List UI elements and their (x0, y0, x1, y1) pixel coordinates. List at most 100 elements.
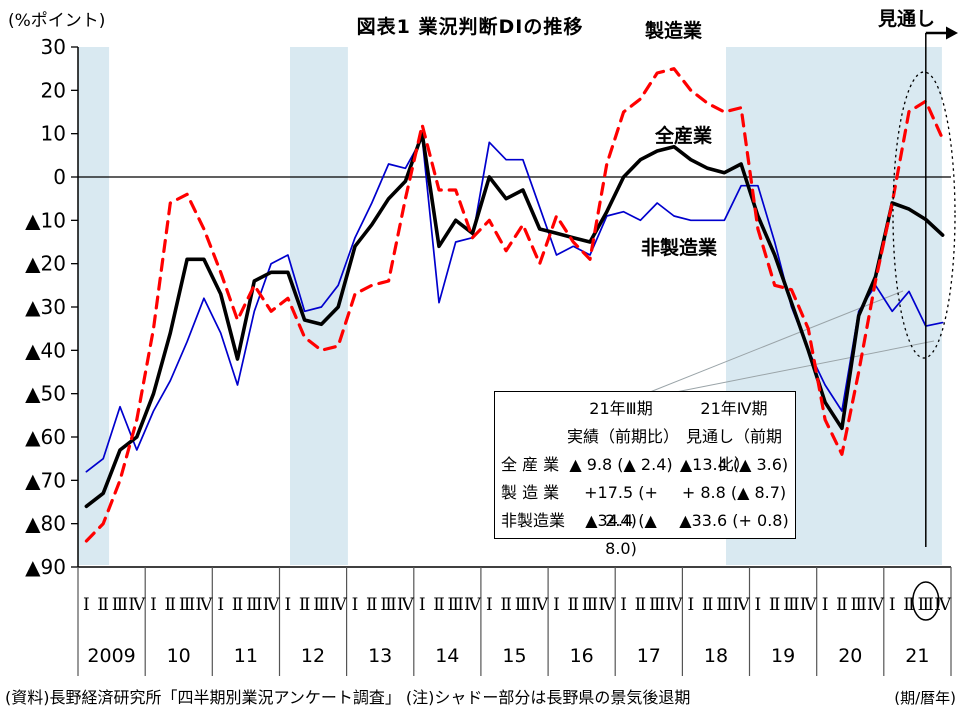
year-tick-label: 20 (838, 645, 862, 667)
y-tick-label: ▲90 (25, 555, 66, 579)
quarter-tick-label: Ⅰ (285, 595, 292, 615)
quarter-tick-label: Ⅰ (150, 595, 157, 615)
series-manufacturing (84, 67, 945, 543)
quarter-tick-label: Ⅳ (128, 595, 146, 615)
quarter-tick-label: Ⅱ (232, 595, 244, 615)
table-row: 全 産 業 ▲ 9.8 (▲ 2.4) ▲13.4 (▲ 3.6) (495, 451, 795, 479)
quarter-tick-label: Ⅳ (800, 595, 818, 615)
forecast-value: ▲13.4 (▲ 3.6) (679, 455, 789, 474)
year-tick-label: 17 (637, 645, 661, 667)
year-tick-label: 18 (704, 645, 728, 667)
y-tick-label: ▲80 (25, 512, 66, 536)
series-label-all-industry: 全産業 (655, 125, 713, 147)
year-tick-label: 16 (570, 645, 594, 667)
quarter-tick-label: Ⅲ (716, 595, 732, 615)
period-q4-header: 21年Ⅳ期 (700, 399, 768, 418)
quarter-tick-label: Ⅲ (112, 595, 128, 615)
y-tick-label: 30 (41, 35, 66, 59)
year-tick-label: 10 (167, 645, 191, 667)
quarter-tick-label: Ⅲ (850, 595, 866, 615)
actual-value: +17.5 (+ 2.4) (584, 483, 658, 530)
y-tick-label: 0 (53, 165, 66, 189)
year-tick-label: 19 (771, 645, 795, 667)
quarter-tick-label: Ⅲ (649, 595, 665, 615)
y-tick-label: ▲60 (25, 425, 66, 449)
y-tick-label: ▲10 (25, 208, 66, 232)
quarter-tick-label: Ⅱ (568, 595, 580, 615)
quarter-tick-label: Ⅱ (97, 595, 109, 615)
row-label: 非製造業 (501, 511, 566, 530)
summary-table: 21年Ⅲ期 21年Ⅳ期 実績（前期比） 見通し（前期比） 全 産 業 ▲ 9.8… (494, 391, 796, 558)
quarter-tick-label: Ⅰ (419, 595, 426, 615)
quarter-tick-label: Ⅲ (246, 595, 262, 615)
y-tick-label: ▲20 (25, 252, 66, 276)
y-tick-label: ▲30 (25, 295, 66, 319)
quarter-tick-label: Ⅱ (635, 595, 647, 615)
quarter-tick-label: Ⅲ (179, 595, 195, 615)
series-label-manufacturing: 製造業 (645, 20, 703, 42)
row-label: 全 産 業 (501, 455, 560, 474)
quarter-tick-label: Ⅲ (515, 595, 531, 615)
quarter-tick-label: Ⅳ (867, 595, 885, 615)
source-note: (資料)長野経済研究所「四半期別業況アンケート調査」 (注)シャドー部分は長野県… (5, 688, 691, 707)
quarter-tick-label: Ⅳ (263, 595, 281, 615)
recession-band (78, 47, 110, 565)
circled-quarter-marker (912, 581, 940, 621)
quarter-tick-label: Ⅰ (755, 595, 762, 615)
quarter-tick-label: Ⅳ (330, 595, 348, 615)
quarter-tick-label: Ⅳ (598, 595, 616, 615)
row-label: 製 造 業 (501, 483, 560, 502)
quarter-tick-label: Ⅰ (553, 595, 560, 615)
quarter-tick-label: Ⅳ (397, 595, 415, 615)
series-all-industry (84, 131, 945, 509)
quarter-tick-label: Ⅱ (299, 595, 311, 615)
year-tick-label: 2009 (87, 645, 135, 667)
quarter-tick-label: Ⅳ (531, 595, 549, 615)
quarter-tick-label: Ⅲ (313, 595, 329, 615)
actual-value: ▲34.4 (▲ 8.0) (585, 511, 657, 558)
quarter-tick-label: Ⅲ (783, 595, 799, 615)
quarter-tick-label: Ⅰ (687, 595, 694, 615)
forecast-value: ▲33.6 (+ 0.8) (679, 511, 789, 530)
quarter-tick-label: Ⅰ (620, 595, 627, 615)
quarter-tick-label: Ⅰ (352, 595, 359, 615)
quarter-tick-label: Ⅱ (433, 595, 445, 615)
table-row: 製 造 業 +17.5 (+ 2.4) + 8.8 (▲ 8.7) (495, 479, 795, 530)
quarter-tick-label: Ⅰ (217, 595, 224, 615)
actual-kind-header: 実績（前期比） (567, 427, 680, 446)
quarter-tick-label: Ⅱ (165, 595, 177, 615)
forecast-value: + 8.8 (▲ 8.7) (681, 483, 787, 502)
y-tick-label: ▲40 (25, 338, 66, 362)
y-tick-label: 20 (41, 78, 66, 102)
table-header-period-row: 21年Ⅲ期 21年Ⅳ期 (495, 395, 795, 423)
quarter-tick-label: Ⅲ (582, 595, 598, 615)
quarter-tick-label: Ⅰ (486, 595, 493, 615)
chart-title: 図表1 業況判断DIの推移 (356, 16, 584, 38)
y-tick-label: ▲50 (25, 382, 66, 406)
quarter-tick-label: Ⅲ (380, 595, 396, 615)
callout-line (675, 340, 935, 393)
quarter-tick-label: Ⅱ (769, 595, 781, 615)
forecast-label: 見通し (878, 8, 936, 30)
forecast-kind-header: 見通し（前期比） (685, 427, 782, 474)
year-tick-label: 11 (234, 645, 258, 667)
quarter-tick-label: Ⅱ (366, 595, 378, 615)
quarter-tick-label: Ⅰ (822, 595, 829, 615)
quarter-tick-label: Ⅳ (666, 595, 684, 615)
year-tick-label: 13 (368, 645, 392, 667)
quarter-tick-label: Ⅱ (903, 595, 915, 615)
year-tick-label: 14 (435, 645, 459, 667)
year-tick-label: 12 (301, 645, 325, 667)
quarter-tick-label: Ⅱ (836, 595, 848, 615)
actual-value: ▲ 9.8 (▲ 2.4) (569, 455, 673, 474)
quarter-tick-label: Ⅱ (702, 595, 714, 615)
highlight-ellipse (892, 71, 956, 359)
forecast-arrow-head (946, 26, 958, 40)
quarter-tick-label: Ⅰ (83, 595, 90, 615)
axis-unit-note: (期/暦年) (894, 689, 956, 707)
table-row: 非製造業 ▲34.4 (▲ 8.0) ▲33.6 (+ 0.8) (495, 507, 795, 558)
year-tick-label: 15 (502, 645, 526, 667)
quarter-tick-label: Ⅲ (918, 595, 934, 615)
